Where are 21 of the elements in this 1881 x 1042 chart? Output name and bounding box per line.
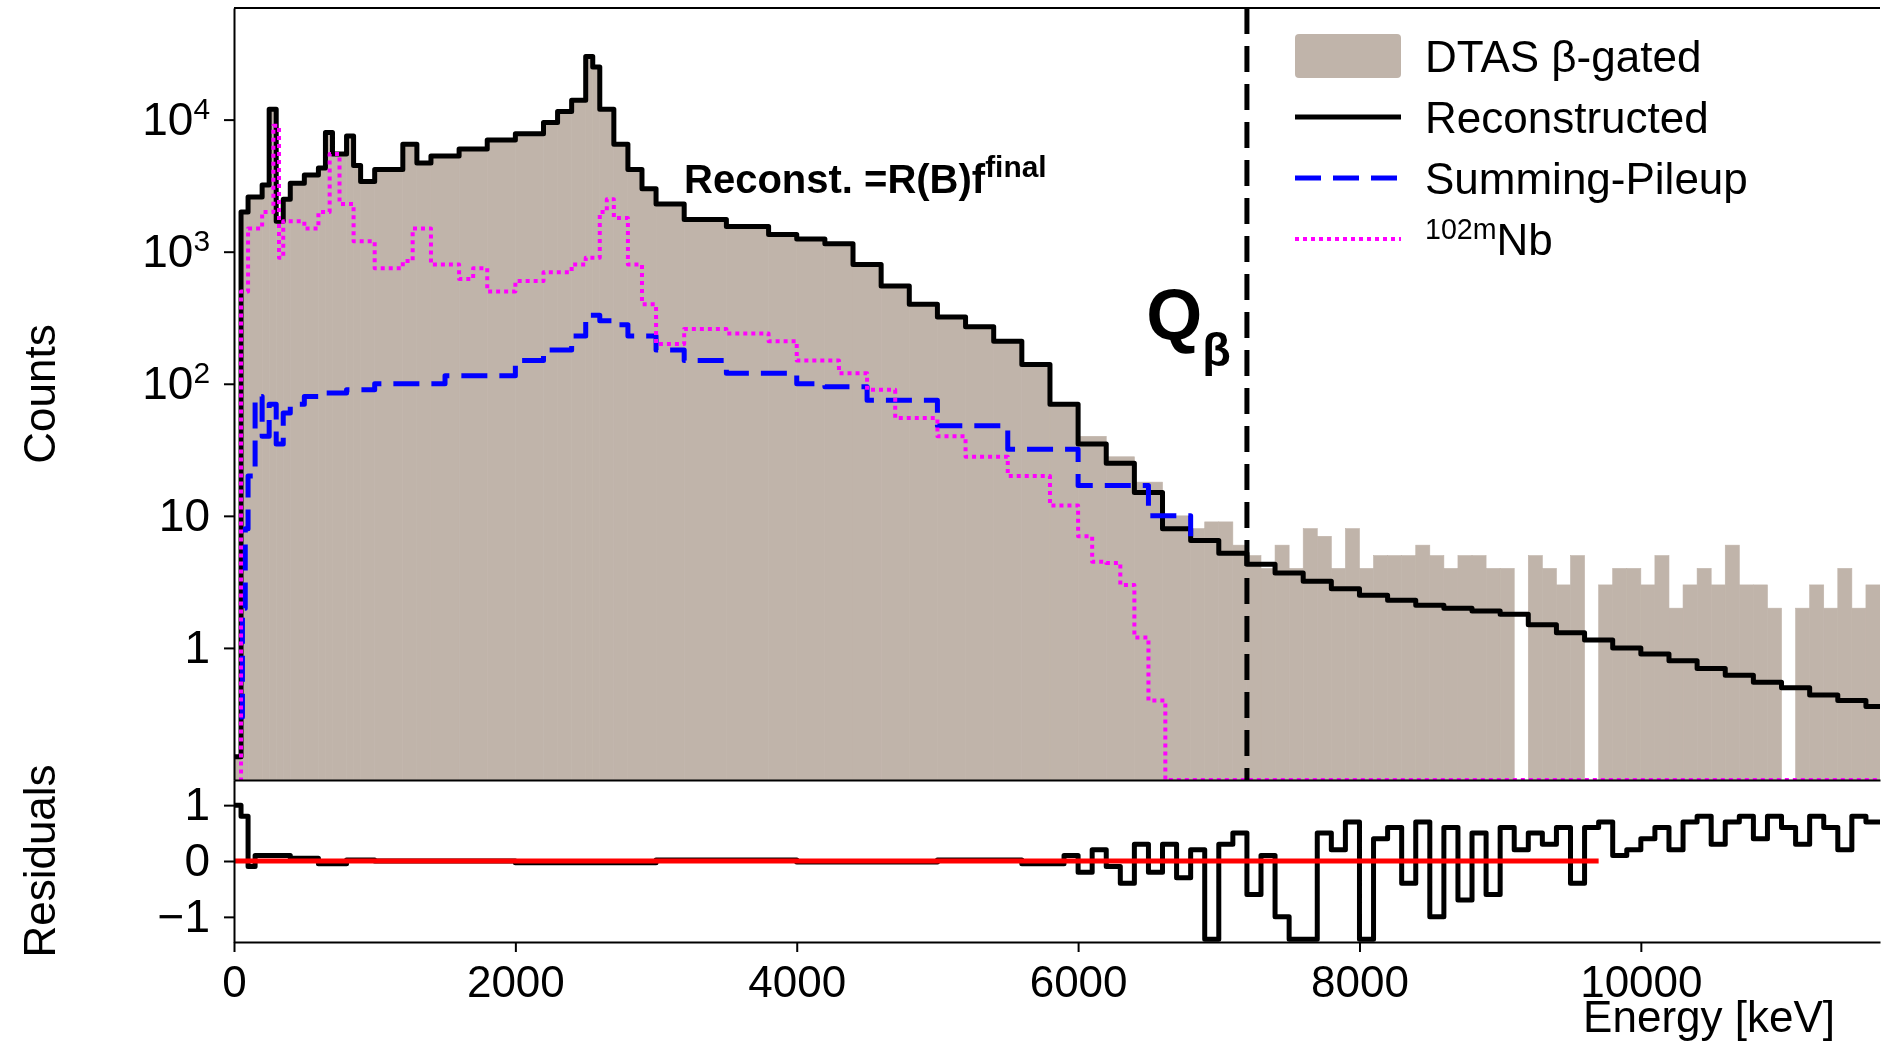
x-tick-label: 4000: [748, 957, 847, 1007]
x-tick-label: 6000: [1029, 957, 1128, 1007]
legend-label: DTAS β-gated: [1425, 32, 1702, 81]
y-axis-title: Residuals: [15, 764, 64, 958]
ref-line-label: Q$_{β}$: [1146, 274, 1231, 376]
legend-label: $^{102m}$Nb: [1425, 213, 1553, 264]
legend-label: Summing-Pileup: [1425, 154, 1748, 203]
y-axis-title: Counts: [15, 324, 64, 464]
x-tick-label: 2000: [466, 957, 565, 1007]
legend-label: Reconstructed: [1425, 93, 1709, 142]
y-tick-label: 1: [184, 621, 210, 674]
y-tick-label: 10$^{4}$: [142, 91, 210, 145]
y-tick-label: 0: [184, 834, 210, 887]
y-tick-label: 10$^{2}$: [142, 355, 210, 409]
y-tick-label: 1: [184, 778, 210, 831]
x-tick-label: 8000: [1311, 957, 1409, 1007]
y-tick-label: −1: [157, 890, 210, 943]
annotation: Reconst. =R(B)f$^{final}$: [684, 149, 1047, 201]
x-tick-label: 0: [222, 957, 247, 1007]
y-tick-label: 10$^{3}$: [142, 223, 210, 277]
y-tick-label: 10: [158, 489, 210, 542]
